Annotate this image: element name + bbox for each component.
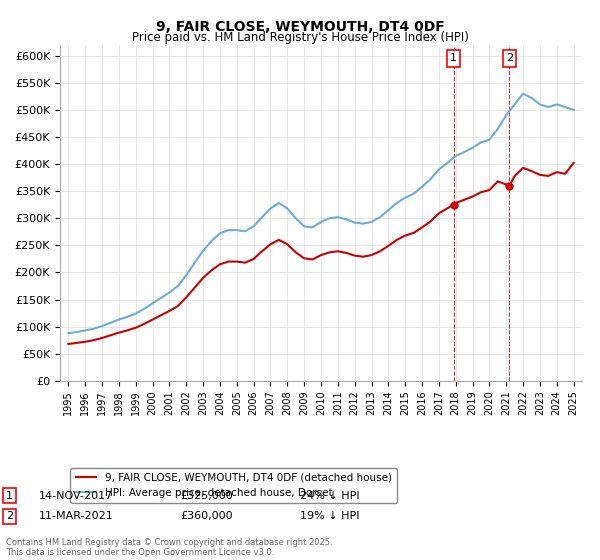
Text: 1: 1 — [450, 53, 457, 63]
Text: 9, FAIR CLOSE, WEYMOUTH, DT4 0DF: 9, FAIR CLOSE, WEYMOUTH, DT4 0DF — [155, 20, 445, 34]
Legend: 9, FAIR CLOSE, WEYMOUTH, DT4 0DF (detached house), HPI: Average price, detached : 9, FAIR CLOSE, WEYMOUTH, DT4 0DF (detach… — [70, 468, 397, 503]
Text: Price paid vs. HM Land Registry's House Price Index (HPI): Price paid vs. HM Land Registry's House … — [131, 31, 469, 44]
Text: 1: 1 — [6, 491, 13, 501]
Text: 2: 2 — [6, 511, 13, 521]
Text: 24% ↓ HPI: 24% ↓ HPI — [300, 491, 359, 501]
Text: 14-NOV-2017: 14-NOV-2017 — [39, 491, 113, 501]
Text: 11-MAR-2021: 11-MAR-2021 — [39, 511, 114, 521]
Text: 19% ↓ HPI: 19% ↓ HPI — [300, 511, 359, 521]
Text: £325,000: £325,000 — [180, 491, 233, 501]
Text: 2: 2 — [506, 53, 513, 63]
Text: £360,000: £360,000 — [180, 511, 233, 521]
Text: Contains HM Land Registry data © Crown copyright and database right 2025.
This d: Contains HM Land Registry data © Crown c… — [6, 538, 332, 557]
